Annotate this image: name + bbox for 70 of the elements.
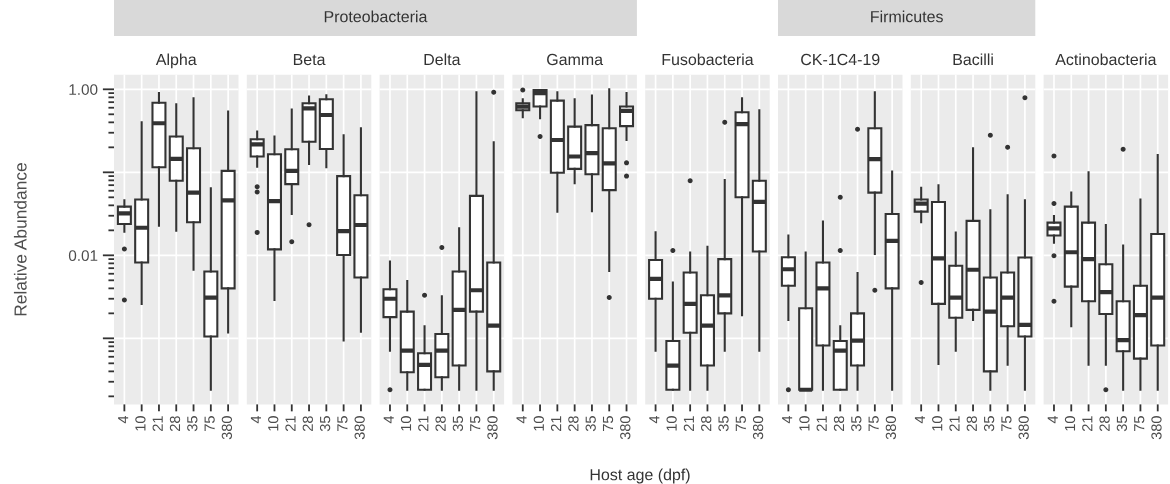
x-tick-label: 4 — [782, 415, 793, 424]
x-tick-label: 35 — [452, 416, 464, 432]
x-tick-label: 28 — [833, 416, 845, 431]
x-tick-label: 4 — [250, 415, 261, 424]
x-tick-label: 10 — [400, 416, 412, 431]
x-tick-label: 75 — [868, 416, 879, 431]
x-tick-label: 10 — [1064, 416, 1076, 431]
y-axis-title: Relative Abundance — [13, 163, 27, 316]
x-tick-label: 35 — [585, 416, 596, 432]
x-tick-label: 380 — [620, 416, 631, 440]
x-axis-title: Host age (dpf) — [590, 468, 690, 484]
x-tick-label: 380 — [1018, 416, 1029, 440]
x-tick-label: 28 — [966, 416, 977, 431]
x-tick-label: 35 — [319, 416, 331, 432]
x-tick-label: 75 — [204, 416, 215, 431]
y-tick-label: 1.00 — [69, 84, 98, 95]
x-tick-label: 75 — [337, 416, 348, 431]
x-tick-label: 21 — [683, 416, 694, 431]
x-tick-label: 380 — [221, 416, 233, 440]
x-tick-label: 4 — [914, 415, 925, 424]
x-tick-label: 380 — [885, 416, 897, 440]
x-tick-label: 10 — [666, 416, 677, 431]
x-tick-label: 10 — [533, 416, 544, 431]
x-tick-label: 4 — [383, 415, 394, 424]
chart-title: Beta — [293, 53, 326, 66]
x-tick-label: 10 — [799, 416, 810, 431]
x-tick-label: 4 — [118, 415, 129, 424]
x-tick-label: 35 — [851, 416, 862, 432]
x-tick-label: 10 — [268, 416, 279, 431]
x-tick-label: 380 — [354, 416, 365, 440]
x-tick-label: 28 — [568, 416, 579, 431]
chart-title: Delta — [424, 53, 461, 66]
y-tick-label: 0.01 — [68, 250, 98, 262]
x-tick-label: 35 — [187, 416, 198, 432]
chart-subtitle: Firmicutes — [871, 10, 943, 23]
chart-title: Alpha — [155, 53, 197, 69]
x-tick-label: 10 — [932, 416, 943, 431]
x-tick-label: 21 — [550, 416, 562, 431]
x-tick-label: 75 — [1001, 416, 1012, 431]
chart-title: Actinobacteria — [1055, 53, 1157, 66]
x-tick-label: 75 — [735, 416, 746, 431]
x-tick-label: 21 — [152, 416, 163, 431]
x-tick-label: 75 — [602, 416, 614, 431]
x-tick-label: 75 — [470, 416, 481, 431]
x-tick-label: 21 — [285, 416, 296, 431]
chart-title: Gamma — [547, 53, 604, 66]
chart-title: Fusobacteria — [662, 53, 754, 66]
x-tick-label: 380 — [1151, 416, 1162, 440]
x-tick-label: 21 — [1082, 416, 1093, 431]
x-tick-label: 28 — [302, 416, 313, 431]
x-tick-label: 35 — [983, 416, 995, 432]
x-tick-label: 10 — [135, 416, 146, 431]
x-tick-label: 28 — [435, 416, 446, 431]
x-tick-label: 21 — [816, 416, 827, 431]
x-tick-label: 35 — [1116, 416, 1128, 432]
x-tick-label: 28 — [169, 416, 181, 431]
chart-subtitle: Proteobacteria — [324, 10, 428, 23]
chart-title: CK-1C4-19 — [801, 53, 880, 66]
chart-title: Bacilli — [953, 53, 993, 66]
x-tick-label: 21 — [418, 416, 429, 431]
x-tick-label: 21 — [949, 416, 960, 431]
x-tick-label: 75 — [1134, 416, 1145, 431]
x-tick-label: 380 — [752, 416, 764, 440]
x-tick-label: 380 — [487, 416, 498, 440]
x-tick-label: 28 — [1099, 416, 1110, 431]
x-tick-label: 4 — [1047, 415, 1058, 424]
x-tick-label: 35 — [718, 416, 729, 432]
x-tick-label: 28 — [701, 416, 712, 431]
x-tick-label: 4 — [516, 415, 527, 424]
x-tick-label: 4 — [649, 415, 660, 424]
